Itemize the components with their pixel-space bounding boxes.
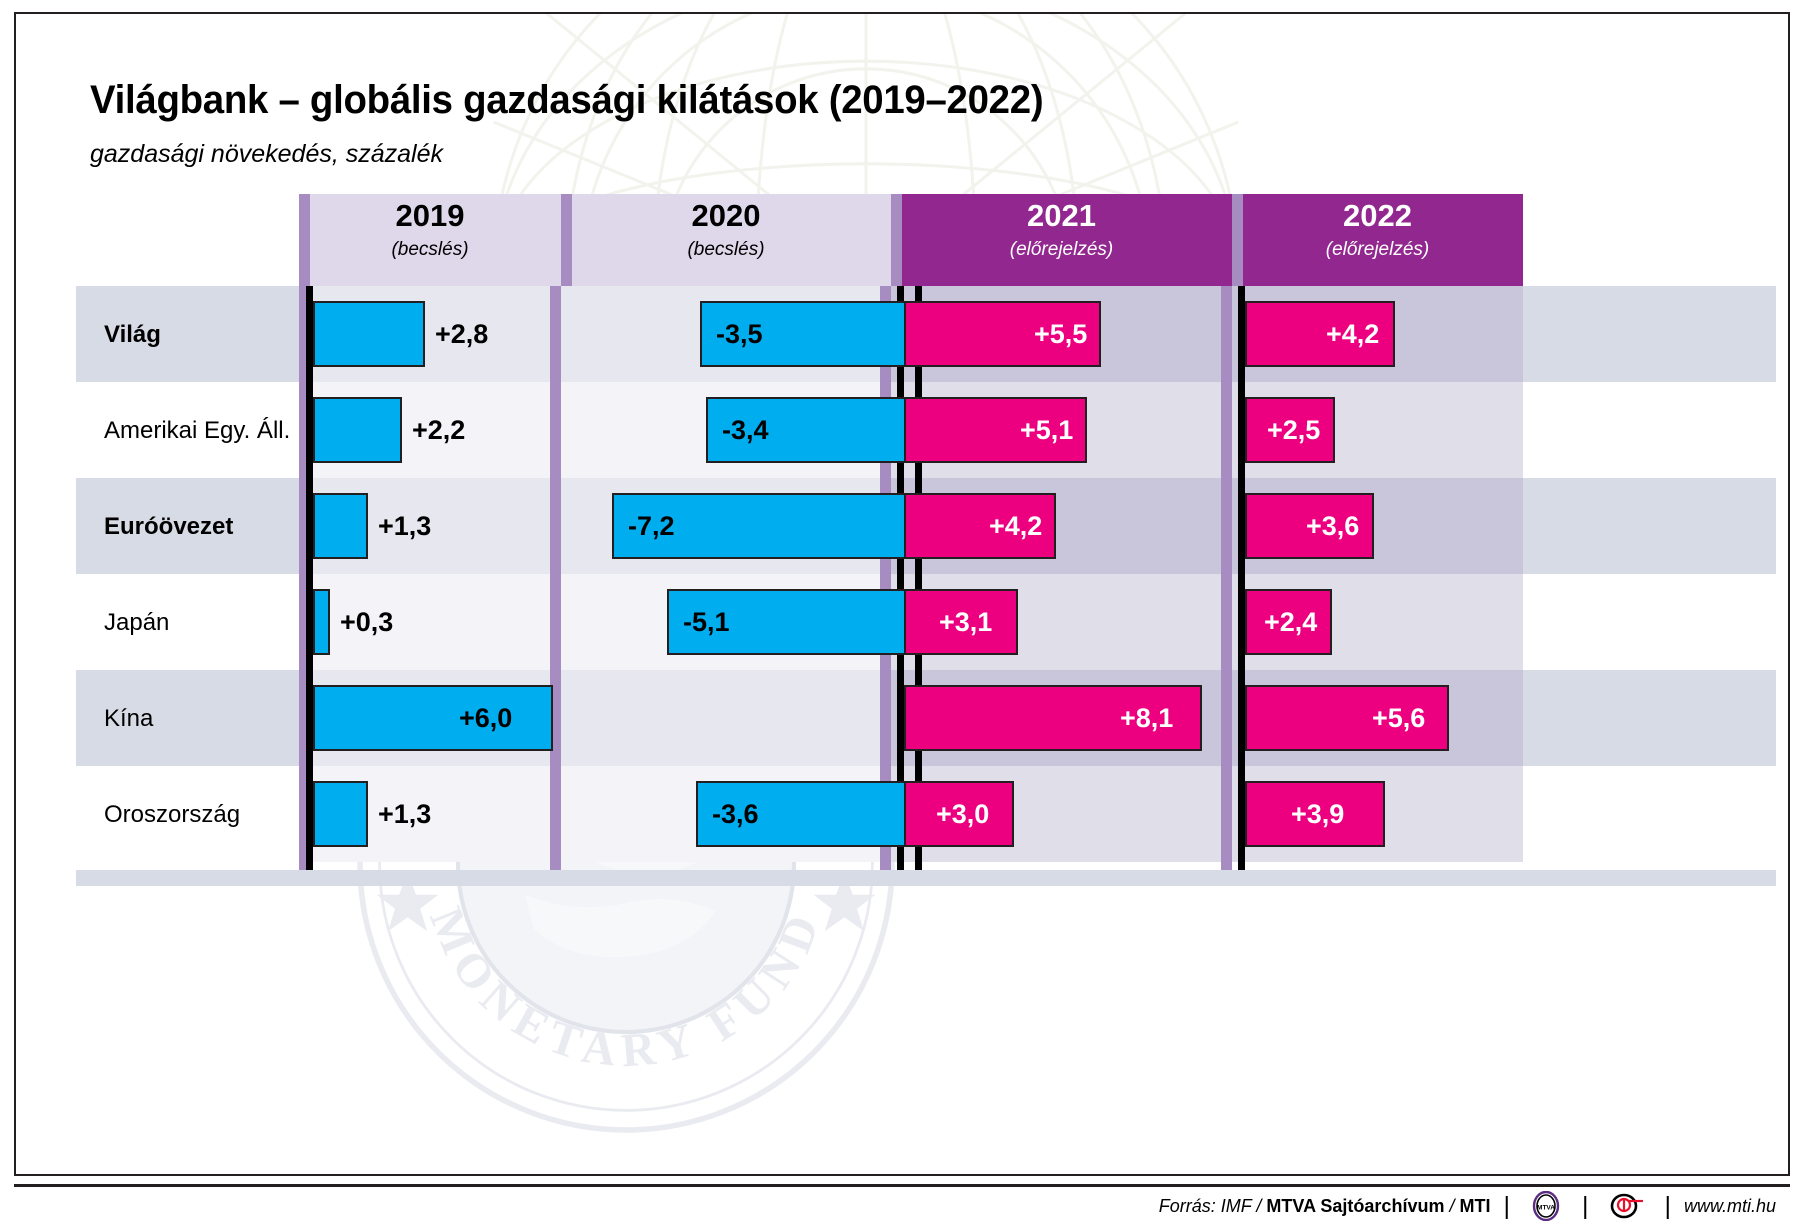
value-2021-euro: +4,2 (989, 511, 1043, 541)
value-2019-euro: +1,3 (378, 511, 432, 541)
bar-2021-vilag (904, 301, 1101, 367)
column-note-label: (becslés) (391, 239, 469, 260)
source-bold-2: MTI (1459, 1195, 1491, 1216)
value-2019-usa: +2,2 (412, 415, 466, 445)
column-note-label: (előrejelzés) (1009, 239, 1114, 260)
header-divider (891, 194, 902, 286)
column-divider (550, 286, 561, 870)
value-2019-oroszorszag: +1,3 (378, 799, 432, 829)
bar-2019-vilag (313, 301, 425, 367)
bar-2022-oroszorszag (1245, 781, 1385, 847)
bar-2020-oroszorszag (696, 781, 915, 847)
column-divider (1221, 286, 1232, 870)
bar-2021-usa (904, 397, 1087, 463)
value-2021-usa: +5,1 (1020, 415, 1074, 445)
bar-2019-japan (313, 589, 330, 655)
cell-band (561, 670, 891, 766)
baseline-strip (76, 870, 1776, 886)
bar-2022-kina (1245, 685, 1449, 751)
footer-rule (14, 1184, 1790, 1187)
chart-area: 2019 (becslés) 2020 (becslés) 2021 (előr… (16, 14, 1788, 1174)
infographic-frame: INTERNATIONAL MONETARY FUND Világbank – … (14, 12, 1790, 1176)
bar-2021-kina (904, 685, 1202, 751)
bar-2022-usa (1245, 397, 1335, 463)
value-2022-japan: +2,4 (1264, 607, 1318, 637)
value-2021-kina: +8,1 (1120, 703, 1174, 733)
axis-2021 (897, 286, 904, 870)
row-label-japan: Japán (104, 609, 170, 636)
column-year-label: 2022 (1343, 198, 1412, 233)
value-2020-vilag: -3,5 (716, 319, 763, 349)
footer-separator: | (1503, 1191, 1510, 1220)
value-2020-japan: -5,1 (683, 607, 730, 637)
column-divider (880, 286, 891, 870)
value-2021-oroszorszag: +3,0 (936, 799, 990, 829)
value-2022-kina: +5,6 (1372, 703, 1426, 733)
mtva-logo-text: MTVA (1537, 1205, 1555, 1212)
bar-2022-vilag (1245, 301, 1395, 367)
row-label-amerikai-egy-all: Amerikai Egy. Áll. (104, 417, 291, 444)
value-2020-oroszorszag: -3,6 (712, 799, 759, 829)
page-subtitle: gazdasági növekedés, százalék (90, 140, 444, 168)
source-text: Forrás: IMF / MTVA Sajtóarchívum / MTI (1159, 1196, 1491, 1217)
bar-2021-oroszorszag (904, 781, 1014, 847)
value-2022-euro: +3,6 (1306, 511, 1360, 541)
column-note-label: (becslés) (687, 239, 765, 260)
footer: Forrás: IMF / MTVA Sajtóarchívum / MTI |… (14, 1184, 1790, 1221)
value-2020-euro: -7,2 (628, 511, 675, 541)
value-2022-vilag: +4,2 (1326, 319, 1380, 349)
column-header-2019: 2019 (becslés) (299, 194, 561, 286)
value-2022-oroszorszag: +3,9 (1291, 799, 1345, 829)
value-2019-japan: +0,3 (340, 607, 394, 637)
value-2021-vilag: +5,5 (1034, 319, 1088, 349)
bar-2022-japan (1245, 589, 1332, 655)
value-2021-japan: +3,1 (939, 607, 993, 637)
bar-2019-oroszorszag (313, 781, 368, 847)
column-year-label: 2019 (395, 198, 465, 233)
bar-2019-usa (313, 397, 402, 463)
column-header-2020: 2020 (becslés) (561, 194, 891, 286)
column-note-label: (előrejelzés) (1325, 239, 1430, 260)
row-label-kina: Kína (104, 705, 154, 732)
row-label-vilag: Világ (104, 321, 161, 348)
footer-separator: | (1581, 1191, 1589, 1220)
mti-logo-icon (1611, 1193, 1644, 1219)
source-bold-1: MTVA Sajtóarchívum (1266, 1195, 1445, 1216)
column-divider (299, 286, 310, 870)
axis-2022 (1238, 286, 1245, 870)
footer-separator: | (1664, 1191, 1671, 1220)
value-2019-vilag: +2,8 (435, 319, 489, 349)
value-2019-kina: +6,0 (459, 703, 513, 733)
bar-2021-japan (904, 589, 1018, 655)
row-label-oroszorszag: Oroszország (104, 801, 241, 828)
header-divider (561, 194, 572, 286)
header-divider (299, 194, 310, 286)
mtva-logo-icon: MTVA (1532, 1191, 1560, 1221)
bar-2019-euro (313, 493, 368, 559)
page-title: Világbank – globális gazdasági kilátások… (90, 78, 1044, 122)
website-url: www.mti.hu (1683, 1195, 1776, 1216)
source-mid: / (1444, 1195, 1460, 1216)
bar-2022-euro (1245, 493, 1374, 559)
column-year-label: 2021 (1027, 198, 1096, 233)
source-prefix: Forrás: IMF / (1158, 1195, 1267, 1216)
cell-band (299, 574, 561, 670)
row-label-euroovezet: Euróövezet (104, 513, 234, 540)
value-2020-usa: -3,4 (722, 415, 769, 445)
bar-2019-kina (313, 685, 553, 751)
bar-2020-euro (612, 493, 915, 559)
axis-2020-right (915, 286, 922, 870)
header-divider (1232, 194, 1243, 286)
axis-2019 (306, 286, 313, 870)
column-header-2022: 2022 (előrejelzés) (1232, 194, 1523, 286)
column-year-label: 2020 (691, 198, 761, 233)
column-header-2021: 2021 (előrejelzés) (891, 194, 1232, 286)
bar-2021-euro (904, 493, 1056, 559)
value-2022-usa: +2,5 (1267, 415, 1321, 445)
